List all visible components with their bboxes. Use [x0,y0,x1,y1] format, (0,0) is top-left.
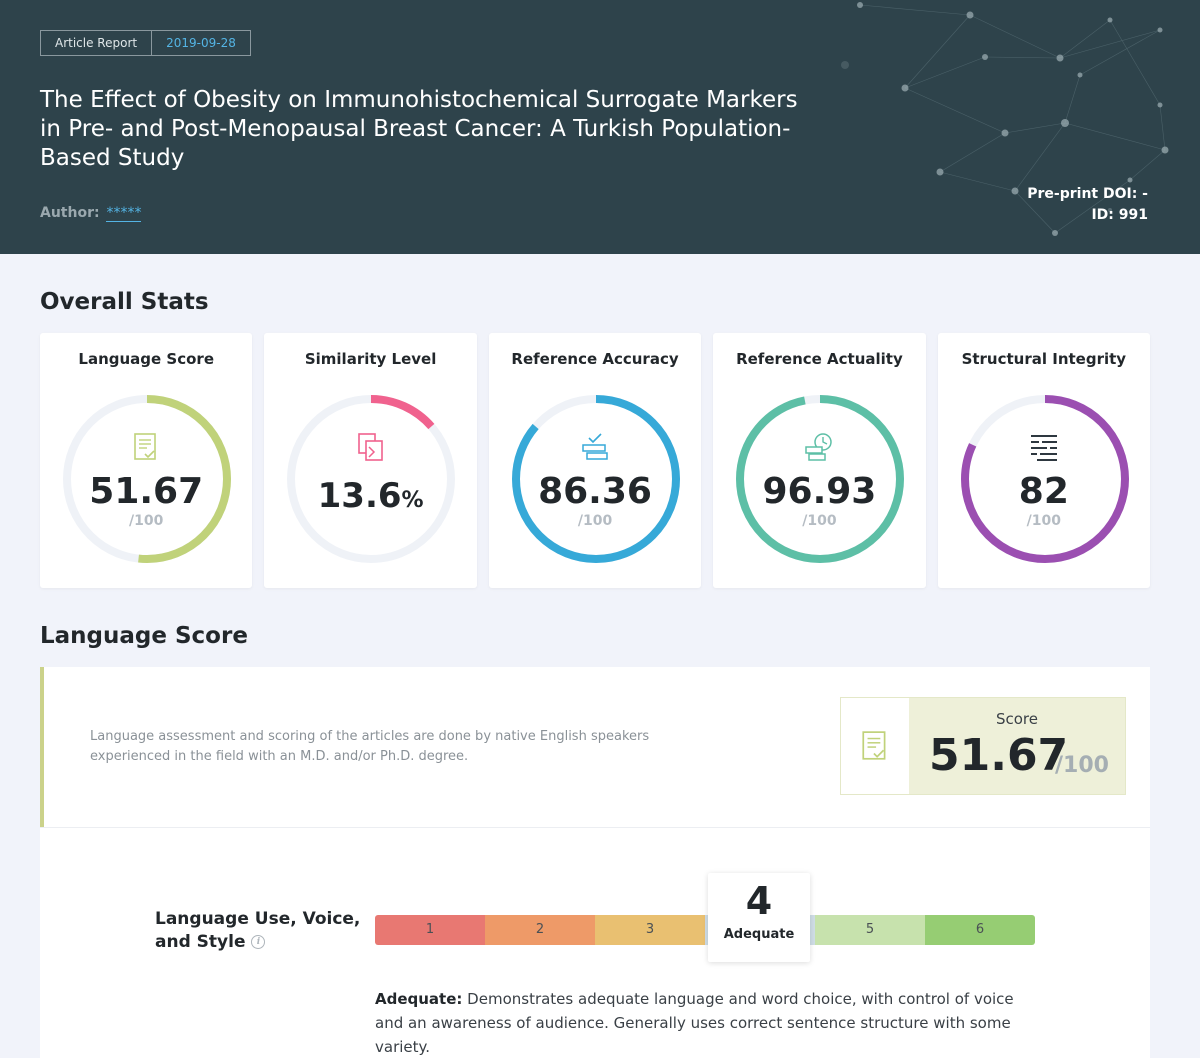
document-check-icon [40,432,252,466]
scale-segment-6: 6 [925,915,1035,945]
selected-rating-label: Adequate [723,927,795,942]
stat-card-structural-integrity[interactable]: Structural Integrity 82 /100 [937,333,1151,588]
criterion-label-line1: Language Use, Voice, [155,909,361,929]
language-description: Language assessment and scoring of the a… [90,729,650,764]
criterion-description-bold: Adequate: [375,990,463,1008]
criterion-label: Language Use, Voice, and Style i [155,908,360,954]
doi-text: Pre-print DOI: - [1027,186,1148,202]
id-text: ID: 991 [1091,207,1148,223]
score-value: 51.67 [929,730,1069,781]
progress-arc [63,395,231,563]
stat-denominator: /100 [1026,513,1061,529]
stat-card-reference-accuracy[interactable]: Reference Accuracy 86.36 /100 [488,333,702,588]
criterion-description: Adequate: Demonstrates adequate language… [375,987,1045,1058]
stat-value: 96.93 [762,471,877,512]
report-date: 2019-09-28 [166,36,236,50]
stat-value-wrap: 13.6% [264,475,476,516]
score-display: Score 51.67 /100 [909,698,1125,794]
author-link[interactable]: ***** [106,205,142,222]
progress-arc [736,395,905,563]
stat-card-title: Similarity Level [304,350,437,368]
stat-card-title: Reference Accuracy [511,350,679,368]
rating-scale: 1 2 3 4 5 6 [375,915,1035,945]
stat-value: 51.67 [89,471,204,512]
stat-denominator: /100 [802,513,837,529]
language-criterion-panel: Language Use, Voice, and Style i 1 2 3 4 … [40,827,1150,1058]
progress-ring [287,395,456,563]
stat-card-title: Structural Integrity [961,350,1127,368]
stack-check-icon [489,432,701,466]
selected-rating-marker: 4 Adequate [708,873,810,962]
stack-clock-icon [713,432,925,466]
score-denominator: /100 [1055,753,1109,778]
stat-value: 13.6 [317,476,402,516]
report-type-label: Article Report [41,31,153,55]
score-label: Score [995,710,1038,728]
progress-arc [287,395,456,563]
progress-arc [960,395,1129,563]
stat-denominator: /100 [129,513,164,529]
scale-segment-2: 2 [485,915,595,945]
stat-denominator: /100 [577,513,613,529]
overall-stats-heading: Overall Stats [40,289,209,315]
copy-arrow-icon [264,432,476,466]
stat-value: 82 [1018,471,1069,512]
language-score-heading: Language Score [40,623,248,649]
scale-segment-1: 1 [375,915,485,945]
lines-icon [938,432,1150,466]
report-header: Article Report 2019-09-28 The Effect of … [0,0,1200,254]
progress-ring [63,395,231,563]
stat-suffix: % [401,488,424,513]
stat-card-reference-actuality[interactable]: Reference Actuality 96.93 /100 [713,333,926,588]
stats-cards: Language Score 51.67 /100 Similarity Lev… [40,333,1151,588]
doi-block: Pre-print DOI: - ID: 991 [1027,184,1148,226]
network-decoration [841,2,1169,236]
stat-card-language[interactable]: Language Score 51.67 /100 [40,333,253,588]
selected-rating-value: 4 [745,879,773,923]
document-check-icon [841,698,909,794]
stat-card-similarity[interactable]: Similarity Level 13.6% [264,333,477,588]
report-tag: Article Report 2019-09-28 [40,30,251,56]
language-score-panel: Language assessment and scoring of the a… [40,667,1150,827]
stat-value: 86.36 [538,471,652,512]
stat-card-title: Language Score [78,350,214,368]
progress-ring [736,395,905,563]
author-label: Author: [40,205,100,221]
progress-ring [960,395,1129,563]
article-title: The Effect of Obesity on Immunohistochem… [40,87,798,171]
criterion-description-text: Demonstrates adequate language and word … [375,990,1014,1056]
scale-segment-3: 3 [595,915,705,945]
stat-card-title: Reference Actuality [736,350,903,368]
criterion-label-line2: and Style [155,932,246,952]
progress-arc [511,395,680,563]
scale-segment-5: 5 [815,915,925,945]
progress-ring [511,395,680,563]
author-line: Author: ***** [40,205,142,222]
language-score-box: Score 51.67 /100 [840,697,1126,795]
info-icon[interactable]: i [251,935,266,949]
